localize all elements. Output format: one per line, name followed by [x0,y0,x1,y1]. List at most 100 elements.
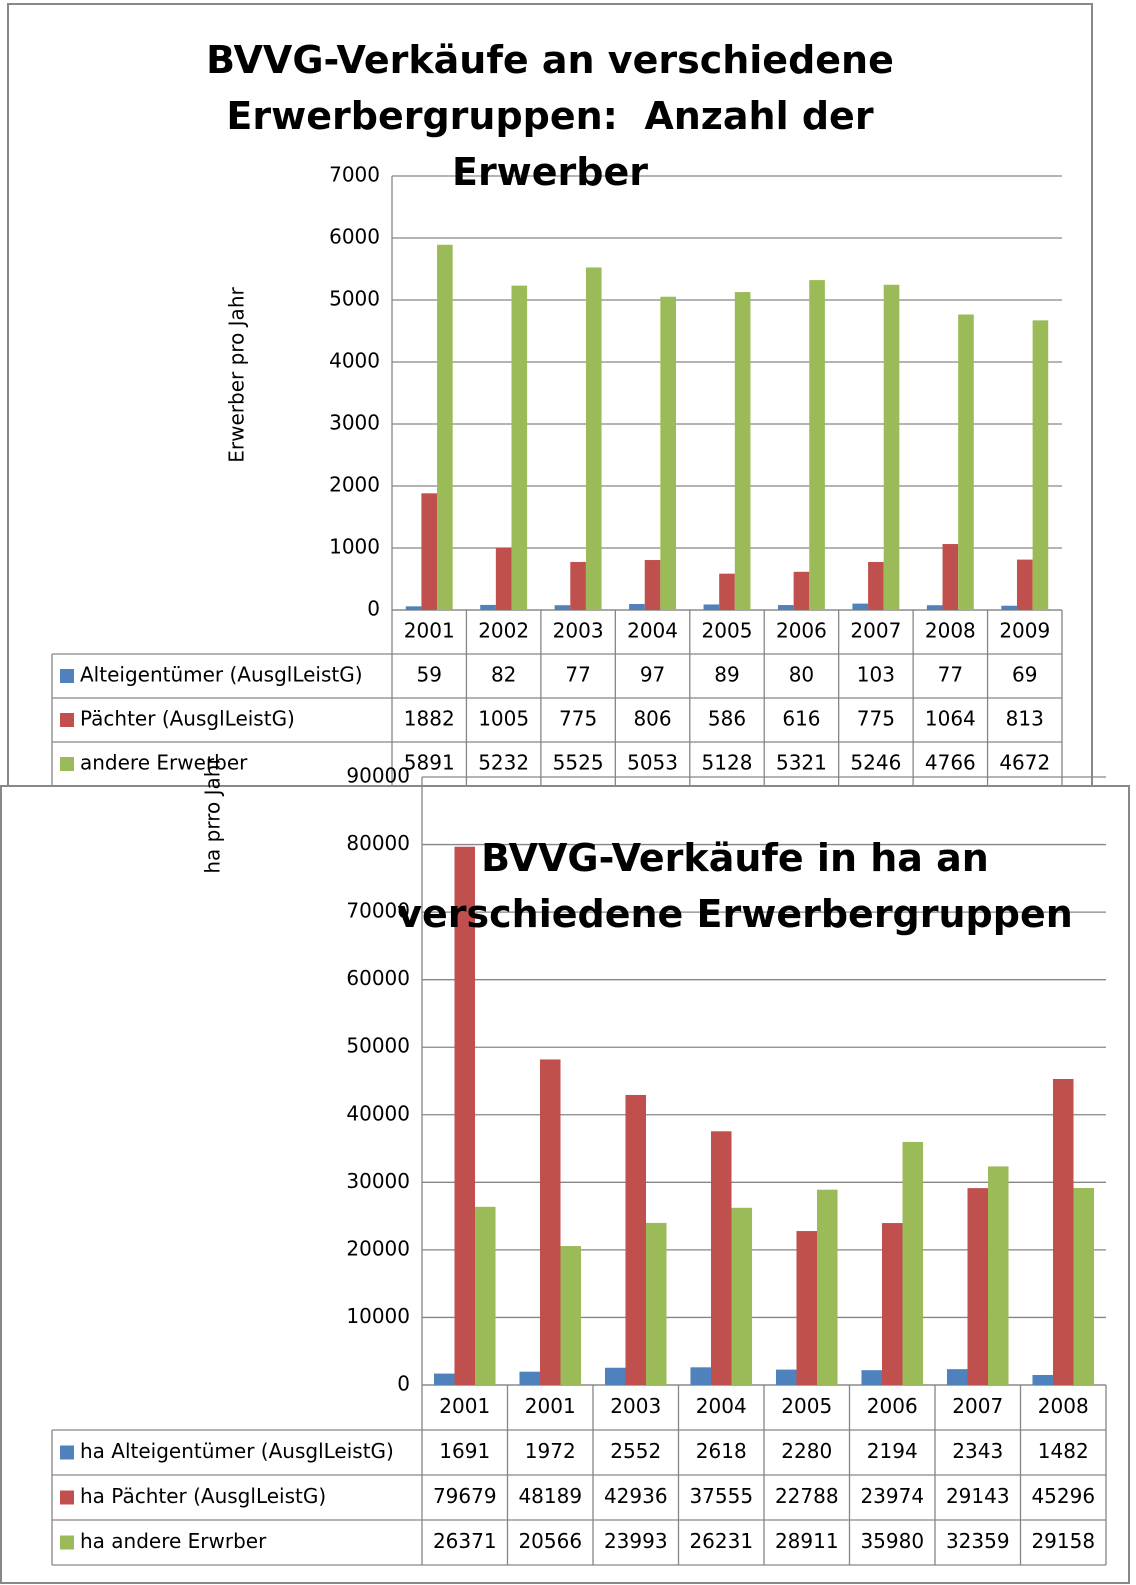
x-tick-label: 2009 [999,619,1050,643]
bar [1032,320,1049,610]
table-value: 20566 [518,1529,582,1553]
legend-label: ha andere Erwrber [80,1529,267,1553]
legend-key [60,1445,74,1460]
table-value: 23993 [604,1529,668,1553]
bar [585,267,602,610]
bar [1001,605,1017,610]
table-value: 5053 [627,751,678,775]
table-value: 29158 [1031,1529,1095,1553]
table-value: 1972 [525,1439,576,1463]
table-value: 77 [565,663,590,687]
bar [421,493,438,610]
bar [1032,1374,1053,1385]
x-tick-label: 2007 [850,619,901,643]
bar [809,280,825,610]
bar [703,604,720,610]
bar [817,1189,838,1385]
y-tick-label: 20000 [346,1236,410,1260]
bar [660,296,677,610]
bar [625,1094,647,1385]
x-tick-label: 2005 [781,1394,832,1418]
y-tick-label: 80000 [346,831,410,855]
bar [719,573,735,610]
bar [437,244,453,610]
bar [710,1131,732,1385]
x-tick-label: 2001 [404,619,455,643]
table-value: 69 [1012,663,1037,687]
x-tick-label: 2001 [525,1394,576,1418]
legend-label: ha Pächter (AusglLeistG) [80,1484,326,1508]
y-tick-label: 7000 [329,163,380,187]
table-value: 5128 [702,751,753,775]
legend-label: Pächter (AusglLeistG) [80,707,295,731]
table-value: 1882 [404,707,455,731]
table-value: 26371 [433,1529,497,1553]
y-tick-label: 50000 [346,1034,410,1058]
bar [861,1370,882,1385]
bar [958,314,974,610]
y-tick-label: 40000 [346,1101,410,1125]
x-tick-label: 2003 [553,619,604,643]
bar [511,285,528,610]
x-tick-label: 2003 [610,1394,661,1418]
y-tick-label: 1000 [329,535,380,559]
table-value: 4766 [925,751,976,775]
table-value: 32359 [946,1529,1010,1553]
table-value: 1482 [1038,1439,1089,1463]
legend-label: Alteigentümer (AusglLeistG) [80,663,363,687]
bar [793,571,810,610]
table-value: 616 [782,707,820,731]
table-value: 103 [857,663,895,687]
bar [734,292,751,610]
table-value: 775 [857,707,895,731]
table-value: 82 [491,663,516,687]
table-value: 2343 [952,1439,1003,1463]
table-value: 5246 [850,751,901,775]
y-tick-label: 70000 [346,899,410,923]
bar [883,284,900,610]
table-value: 97 [640,663,665,687]
table-value: 5891 [404,751,455,775]
bar [433,1373,455,1385]
table-value: 89 [714,663,739,687]
bar [868,561,884,610]
table-value: 4672 [999,751,1050,775]
legend-key [60,1535,74,1550]
table-value: 22788 [775,1484,839,1508]
bar [644,560,661,610]
bar [881,1223,903,1385]
y-tick-label: 2000 [329,473,380,497]
bar [796,1231,818,1385]
y-tick-label: 3000 [329,411,380,435]
y-axis-label: ha prro Jahr [201,756,225,874]
y-tick-label: 10000 [346,1304,410,1328]
table-value: 80 [789,663,814,687]
bar [570,561,586,610]
bar [852,603,869,610]
bar [1052,1079,1074,1385]
bar [629,603,645,610]
table-value: 2194 [867,1439,918,1463]
bar [480,604,496,610]
bar [777,605,794,610]
table-value: 5525 [553,751,604,775]
table-value: 45296 [1031,1484,1095,1508]
x-tick-label: 2007 [952,1394,1003,1418]
y-tick-label: 6000 [329,225,380,249]
table-value: 26231 [689,1529,753,1553]
bar [646,1222,667,1385]
bar [475,1206,496,1385]
table-value: 59 [416,663,441,687]
table-value: 23974 [860,1484,924,1508]
bar [988,1166,1009,1385]
x-tick-label: 2008 [925,619,976,643]
y-tick-label: 60000 [346,966,410,990]
table-value: 586 [708,707,746,731]
table-value: 1064 [925,707,976,731]
bar [604,1367,626,1385]
x-tick-label: 2006 [867,1394,918,1418]
legend-key [60,713,74,727]
bar [926,605,943,610]
